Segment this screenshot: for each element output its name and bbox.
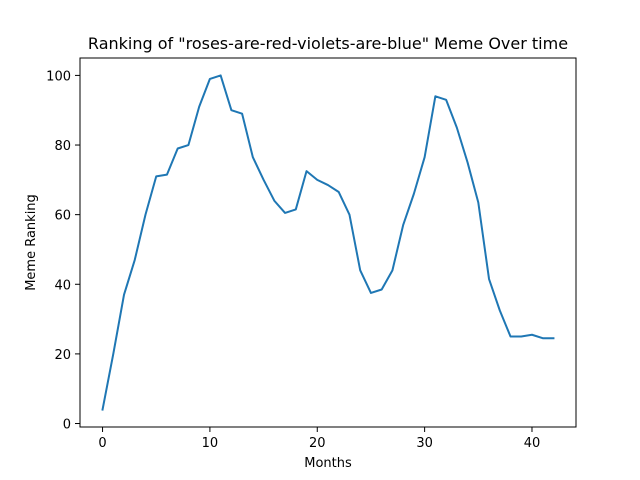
series-line [101, 74, 555, 411]
x-tick-label: 10 [202, 436, 219, 451]
y-axis-label: Meme Ranking [24, 194, 39, 291]
y-tick-label: 40 [54, 278, 71, 293]
y-tick-label: 60 [54, 209, 71, 224]
x-tick-label: 20 [309, 436, 326, 451]
x-axis-ticks: 0 10 20 30 40 [98, 427, 540, 451]
y-tick-label: 20 [54, 348, 71, 363]
series-layer [101, 74, 555, 411]
chart-title: Ranking of "roses-are-red-violets-are-bl… [88, 34, 568, 53]
y-tick-label: 80 [54, 139, 71, 154]
x-tick-label: 30 [416, 436, 433, 451]
plot-area-frame [79, 57, 577, 428]
x-tick-label: 40 [524, 436, 541, 451]
x-axis-label: Months [304, 456, 352, 471]
y-tick-label: 100 [46, 69, 71, 84]
y-tick-label: 0 [63, 418, 71, 433]
y-axis-ticks: 0 20 40 60 80 100 [46, 69, 80, 433]
x-tick-label: 0 [98, 436, 106, 451]
